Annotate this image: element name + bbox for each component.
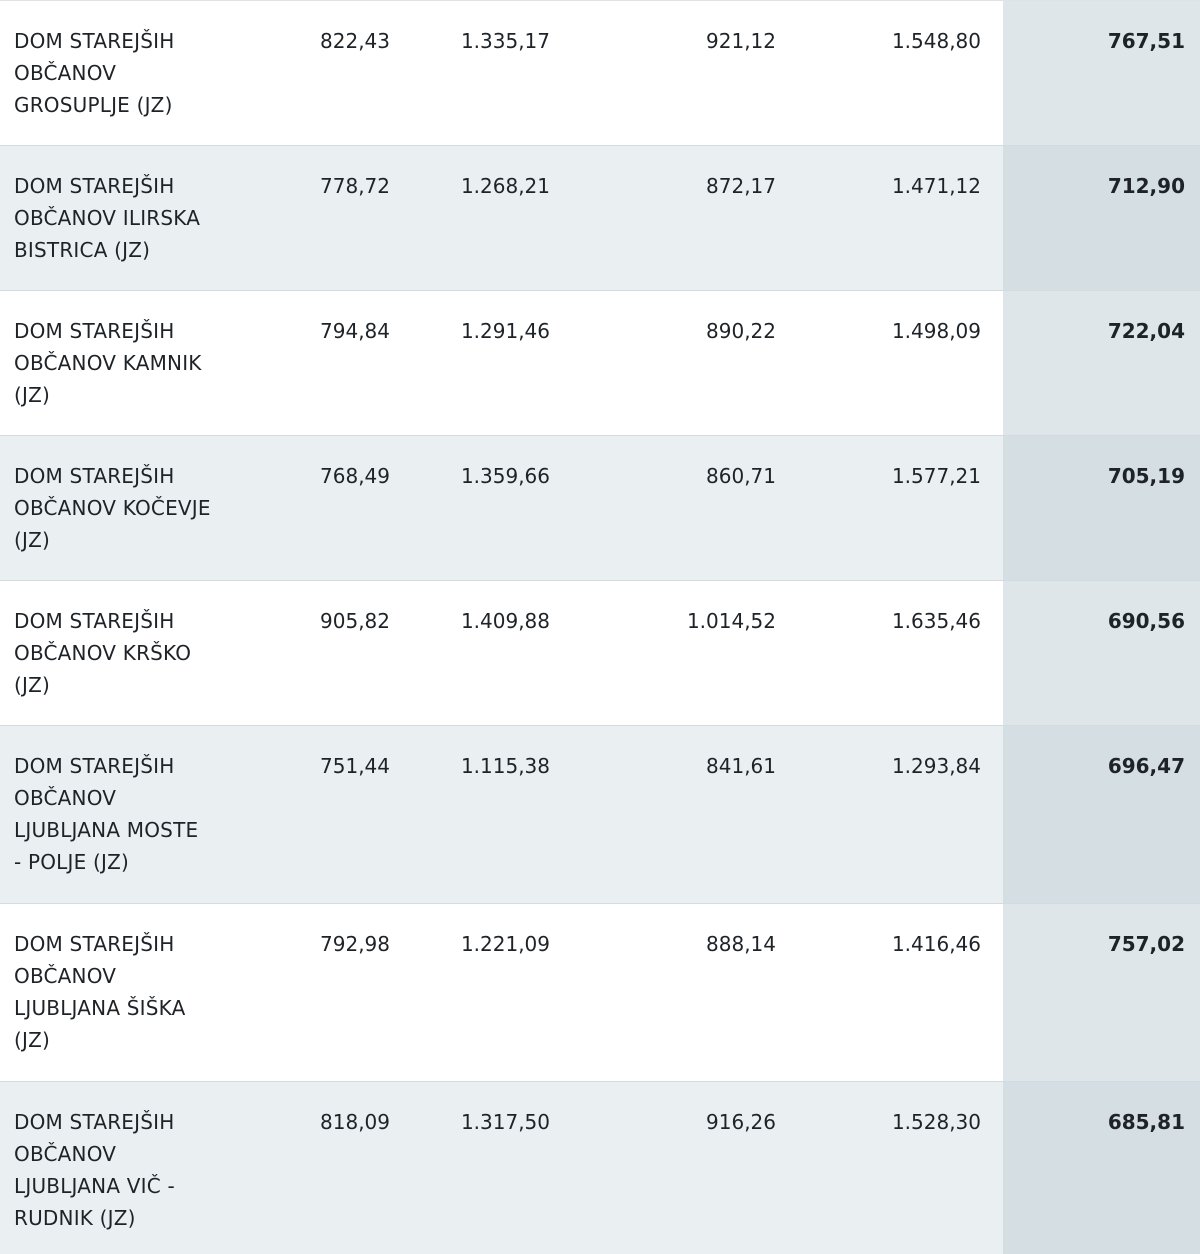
value-cell: 778,72	[220, 145, 390, 291]
highlight-value-cell: 722,04	[1003, 290, 1200, 436]
value-cell: 888,14	[550, 903, 776, 1082]
highlight-value-cell: 685,81	[1003, 1081, 1200, 1254]
facility-name: DOM STAREJŠIH OBČANOV LJUBLJANA ŠIŠKA (J…	[0, 903, 220, 1082]
highlight-value-cell: 690,56	[1003, 580, 1200, 726]
value-cell: 1.635,46	[776, 580, 1003, 726]
table-row: DOM STAREJŠIH OBČANOV LJUBLJANA VIČ - RU…	[0, 1081, 1200, 1254]
value-cell: 1.268,21	[390, 145, 550, 291]
value-cell: 1.498,09	[776, 290, 1003, 436]
value-cell: 794,84	[220, 290, 390, 436]
value-cell: 1.291,46	[390, 290, 550, 436]
value-cell: 1.528,30	[776, 1081, 1003, 1254]
value-cell: 860,71	[550, 435, 776, 581]
value-cell: 916,26	[550, 1081, 776, 1254]
value-cell: 1.409,88	[390, 580, 550, 726]
table-row: DOM STAREJŠIH OBČANOV KOČEVJE (JZ) 768,4…	[0, 435, 1200, 581]
value-cell: 818,09	[220, 1081, 390, 1254]
highlight-value-cell: 705,19	[1003, 435, 1200, 581]
value-cell: 1.317,50	[390, 1081, 550, 1254]
highlight-value-cell: 757,02	[1003, 903, 1200, 1082]
table-row: DOM STAREJŠIH OBČANOV GROSUPLJE (JZ) 822…	[0, 0, 1200, 146]
value-cell: 905,82	[220, 580, 390, 726]
table-row: DOM STAREJŠIH OBČANOV LJUBLJANA ŠIŠKA (J…	[0, 903, 1200, 1082]
value-cell: 872,17	[550, 145, 776, 291]
value-cell: 1.293,84	[776, 725, 1003, 904]
value-cell: 768,49	[220, 435, 390, 581]
value-cell: 1.416,46	[776, 903, 1003, 1082]
value-cell: 751,44	[220, 725, 390, 904]
value-cell: 1.577,21	[776, 435, 1003, 581]
facility-name: DOM STAREJŠIH OBČANOV KAMNIK (JZ)	[0, 290, 220, 436]
value-cell: 1.115,38	[390, 725, 550, 904]
value-cell: 1.335,17	[390, 0, 550, 146]
value-cell: 1.014,52	[550, 580, 776, 726]
highlight-value-cell: 712,90	[1003, 145, 1200, 291]
table-row: DOM STAREJŠIH OBČANOV KRŠKO (JZ) 905,82 …	[0, 580, 1200, 726]
table-row: DOM STAREJŠIH OBČANOV KAMNIK (JZ) 794,84…	[0, 290, 1200, 436]
value-cell: 921,12	[550, 0, 776, 146]
value-cell: 890,22	[550, 290, 776, 436]
value-cell: 1.471,12	[776, 145, 1003, 291]
facility-name: DOM STAREJŠIH OBČANOV LJUBLJANA MOSTE - …	[0, 725, 220, 904]
value-cell: 792,98	[220, 903, 390, 1082]
facility-name: DOM STAREJŠIH OBČANOV ILIRSKA BISTRICA (…	[0, 145, 220, 291]
facility-name: DOM STAREJŠIH OBČANOV KOČEVJE (JZ)	[0, 435, 220, 581]
highlight-value-cell: 767,51	[1003, 0, 1200, 146]
highlight-value-cell: 696,47	[1003, 725, 1200, 904]
value-cell: 1.359,66	[390, 435, 550, 581]
value-cell: 841,61	[550, 725, 776, 904]
value-cell: 1.221,09	[390, 903, 550, 1082]
value-cell: 1.548,80	[776, 0, 1003, 146]
value-cell: 822,43	[220, 0, 390, 146]
table-row: DOM STAREJŠIH OBČANOV ILIRSKA BISTRICA (…	[0, 145, 1200, 291]
table-row: DOM STAREJŠIH OBČANOV LJUBLJANA MOSTE - …	[0, 725, 1200, 904]
facility-name: DOM STAREJŠIH OBČANOV LJUBLJANA VIČ - RU…	[0, 1081, 220, 1254]
facility-name: DOM STAREJŠIH OBČANOV GROSUPLJE (JZ)	[0, 0, 220, 146]
facility-name: DOM STAREJŠIH OBČANOV KRŠKO (JZ)	[0, 580, 220, 726]
